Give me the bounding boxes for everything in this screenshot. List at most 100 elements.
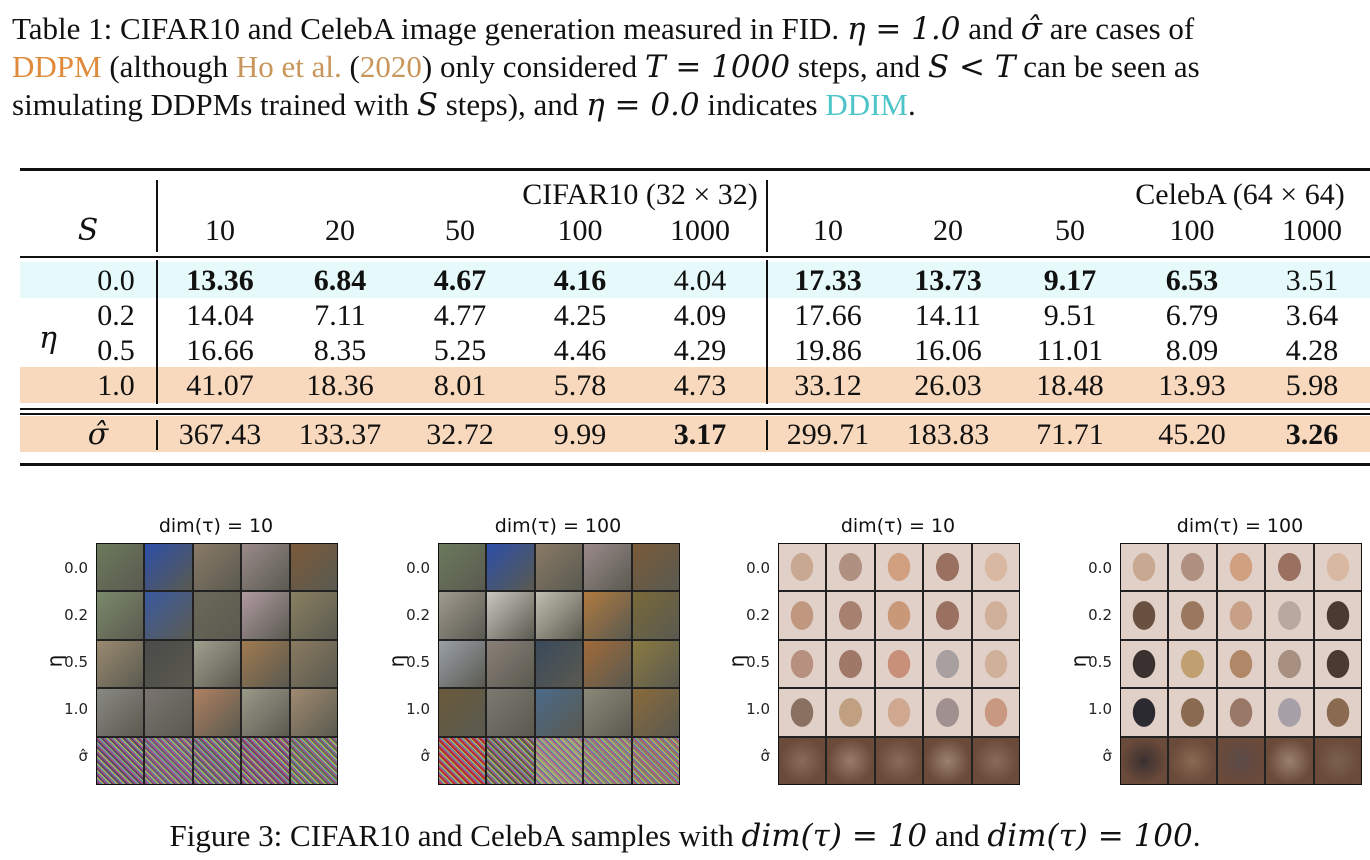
- table-cell: 33.12: [794, 369, 862, 402]
- sample-image: [535, 737, 583, 784]
- sample-image: [632, 737, 679, 784]
- sample-image: [1169, 544, 1216, 591]
- sample-image: [1314, 689, 1361, 736]
- table-cell: 299.71: [786, 418, 870, 451]
- table-cell: 4.46: [553, 334, 607, 367]
- row-tick-label: 0.2: [64, 606, 88, 624]
- table-cell: 5.98: [1285, 369, 1339, 402]
- sample-image: [827, 640, 874, 688]
- sample-image: [972, 737, 1019, 784]
- table-cell: 13.36: [186, 264, 254, 297]
- sample-image: [632, 592, 679, 639]
- sample-image: [1266, 640, 1313, 688]
- table-cell: 17.66: [794, 299, 862, 332]
- top-rule: [20, 168, 1370, 171]
- table-cell: 17.33: [794, 264, 862, 297]
- mid-rule-1: [20, 408, 1370, 410]
- table-cell: 8.01: [433, 369, 487, 402]
- sample-image: [97, 640, 144, 688]
- panel-title: dim(τ) = 100: [494, 515, 622, 537]
- sample-image: [924, 689, 971, 736]
- step-header: 1000: [670, 214, 730, 247]
- sample-image: [1217, 592, 1265, 639]
- sample-image: [1169, 640, 1216, 688]
- table-cell: 4.09: [673, 299, 727, 332]
- caption-line-2: DDPM (although Ho et al. (2020) only con…: [12, 49, 1200, 85]
- row-label: 1.0: [97, 369, 135, 402]
- sample-image: [439, 592, 486, 639]
- table-cell: 4.28: [1285, 334, 1339, 367]
- sample-image: [827, 544, 874, 591]
- sample-image: [1169, 689, 1216, 736]
- row-tick-label: 0.2: [1088, 606, 1112, 624]
- mid-rule-2: [20, 413, 1370, 415]
- eta-axis-label: η: [42, 654, 67, 668]
- sample-image: [1121, 640, 1168, 688]
- row-tick-label: 0.0: [64, 559, 88, 577]
- table-cell: 8.09: [1165, 334, 1219, 367]
- group-header-cifar10: CIFAR10 (32 × 32): [522, 178, 758, 211]
- sample-image: [535, 640, 583, 688]
- table-cell: 19.86: [794, 334, 862, 367]
- sample-image: [1314, 544, 1361, 591]
- table-cell: 183.83: [906, 418, 990, 451]
- row-header-S: S: [77, 213, 99, 248]
- row-tick-label: 0.5: [64, 653, 88, 671]
- sample-image: [875, 689, 923, 736]
- sample-image: [584, 737, 631, 784]
- row-highlight-ddpm: [20, 416, 1370, 452]
- citation-link[interactable]: Ho et al.: [235, 49, 342, 84]
- sample-image: [290, 592, 337, 639]
- step-header: 20: [325, 214, 355, 247]
- sample-image: [535, 544, 583, 591]
- table-cell: 4.25: [553, 299, 607, 332]
- sample-image: [242, 640, 289, 688]
- sample-image: [487, 544, 534, 591]
- caption-line-1: Table 1: CIFAR10 and CelebA image genera…: [12, 11, 1195, 47]
- vline-body-1: [156, 260, 158, 404]
- sample-image: [584, 592, 631, 639]
- sample-image: [1266, 592, 1313, 639]
- table-cell: 11.01: [1036, 334, 1104, 367]
- sample-image: [487, 689, 534, 736]
- ddpm-link[interactable]: DDPM: [12, 49, 102, 84]
- sample-image: [972, 640, 1019, 688]
- sample-image: [875, 737, 923, 784]
- sample-image: [632, 689, 679, 736]
- vline-header-2: [766, 180, 768, 252]
- sample-image: [439, 737, 486, 784]
- vline-header-1: [156, 180, 158, 252]
- sample-image: [97, 689, 144, 736]
- sample-image: [924, 544, 971, 591]
- table-cell: 9.51: [1043, 299, 1097, 332]
- sample-image: [242, 592, 289, 639]
- table-cell: 5.78: [553, 369, 607, 402]
- step-header: 50: [445, 214, 475, 247]
- sample-image: [193, 544, 241, 591]
- row-label: 0.0: [97, 264, 135, 297]
- citation-year-link[interactable]: 2020: [359, 49, 422, 84]
- sample-image: [487, 592, 534, 639]
- sample-image: [779, 544, 826, 591]
- sample-image: [632, 640, 679, 688]
- table-cell: 18.48: [1036, 369, 1104, 402]
- sample-image: [290, 640, 337, 688]
- ddim-link[interactable]: DDIM: [825, 87, 908, 122]
- sample-image: [193, 737, 241, 784]
- sample-image: [535, 592, 583, 639]
- sample-image: [439, 689, 486, 736]
- row-tick-label: 1.0: [406, 700, 430, 718]
- table-cell: 32.72: [426, 418, 494, 451]
- sample-image: [1217, 737, 1265, 784]
- row-tick-label: 0.0: [406, 559, 430, 577]
- step-header: 20: [933, 214, 963, 247]
- sample-image: [779, 592, 826, 639]
- row-label: 0.2: [97, 299, 135, 332]
- table-cell: 5.25: [433, 334, 487, 367]
- sample-image: [97, 737, 144, 784]
- table-cell: 14.11: [914, 299, 982, 332]
- sample-image: [290, 544, 337, 591]
- table-cell: 26.03: [914, 369, 982, 402]
- sample-image: [584, 544, 631, 591]
- sample-image: [193, 640, 241, 688]
